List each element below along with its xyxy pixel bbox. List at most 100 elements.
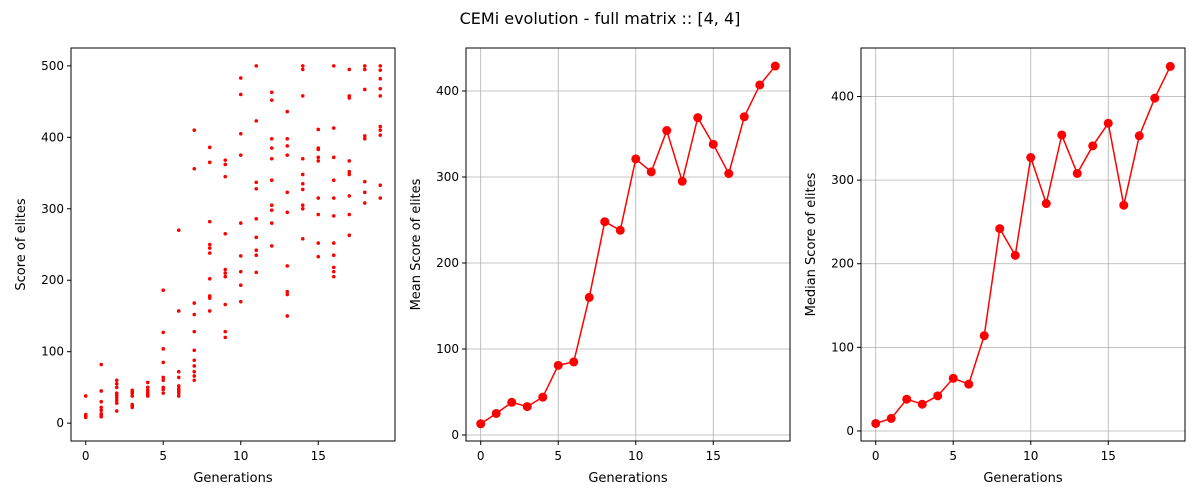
scatter-point xyxy=(145,388,150,393)
scatter-point xyxy=(316,155,321,160)
scatter-point xyxy=(192,358,197,363)
x-tick-label: 10 xyxy=(233,449,248,463)
series-marker xyxy=(1057,130,1067,140)
scatter-point xyxy=(378,128,383,132)
scatter-point xyxy=(207,160,212,165)
series-marker xyxy=(1041,199,1051,209)
scatter-point xyxy=(285,292,290,297)
y-axis-label: Score of elites xyxy=(14,198,29,291)
scatter-point xyxy=(238,92,243,97)
scatter-point xyxy=(114,401,119,405)
scatter-point xyxy=(238,299,243,304)
series-marker xyxy=(948,373,958,383)
scatter-point xyxy=(192,374,197,378)
scatter-point xyxy=(269,221,274,225)
scatter-point xyxy=(254,186,259,191)
scatter-point xyxy=(114,378,119,383)
series-marker xyxy=(615,225,625,235)
series-marker xyxy=(724,169,734,179)
scatter-point xyxy=(285,144,290,148)
scatter-point xyxy=(114,382,119,386)
scatter-point xyxy=(223,162,228,167)
series-marker xyxy=(693,113,703,123)
series-marker xyxy=(979,331,989,341)
scatter-point xyxy=(176,309,181,313)
y-tick-label: 400 xyxy=(436,84,459,98)
scatter-point xyxy=(207,246,212,250)
x-tick-label: 15 xyxy=(1101,449,1116,463)
scatter-point xyxy=(269,136,274,141)
axes-frame xyxy=(70,47,396,442)
series-marker xyxy=(871,418,881,428)
scatter-point xyxy=(300,206,305,211)
scatter-point xyxy=(161,385,166,390)
scatter-point xyxy=(238,269,243,274)
scatter-point xyxy=(347,67,352,72)
series-marker xyxy=(902,394,912,404)
scatter-point xyxy=(176,387,181,391)
scatter-point xyxy=(223,274,228,279)
scatter-point xyxy=(223,335,228,340)
y-tick-label: 200 xyxy=(436,256,459,270)
series-marker xyxy=(708,139,718,149)
series-marker xyxy=(1103,118,1113,128)
scatter-point xyxy=(176,384,181,388)
scatter-point xyxy=(378,133,383,137)
scatter-point xyxy=(331,253,336,258)
series-marker xyxy=(995,224,1005,234)
series-marker xyxy=(600,217,610,227)
scatter-point xyxy=(176,375,181,380)
scatter-point xyxy=(378,64,383,68)
scatter-point xyxy=(238,76,243,80)
x-axis-label: Generations xyxy=(983,471,1063,486)
scatter-point xyxy=(238,283,243,288)
scatter-point xyxy=(316,146,321,150)
series-marker xyxy=(886,413,896,423)
scatter-point xyxy=(285,153,290,157)
series-marker xyxy=(631,154,641,164)
scatter-point xyxy=(378,196,383,200)
scatter-point xyxy=(130,388,135,393)
scatter-point xyxy=(378,94,383,98)
x-tick-label: 0 xyxy=(82,449,90,463)
scatter-point xyxy=(114,391,119,395)
axes-frame xyxy=(465,47,791,442)
scatter-point xyxy=(254,180,259,185)
y-axis-label: Mean Score of elites xyxy=(409,178,424,310)
scatter-point xyxy=(223,231,228,236)
series-marker xyxy=(770,61,780,71)
y-tick-label: 400 xyxy=(831,89,854,103)
scatter-point xyxy=(130,402,135,407)
series-marker xyxy=(507,397,517,407)
y-tick-label: 0 xyxy=(451,428,459,442)
series-marker xyxy=(1072,168,1082,178)
scatter-point xyxy=(254,253,259,258)
scatter-point xyxy=(192,369,197,374)
scatter-point xyxy=(207,294,212,298)
scatter-point xyxy=(207,309,212,313)
scatter-point xyxy=(254,64,259,68)
scatter-point xyxy=(269,208,274,213)
scatter-point xyxy=(176,369,181,374)
scatter-point xyxy=(347,159,352,163)
x-tick-label: 5 xyxy=(949,449,957,463)
x-tick-label: 15 xyxy=(311,449,326,463)
x-tick-label: 5 xyxy=(554,449,562,463)
scatter-point xyxy=(238,221,243,225)
scatter-point xyxy=(223,158,228,162)
scatter-point xyxy=(161,288,166,293)
x-tick-label: 0 xyxy=(872,449,880,463)
y-tick-label: 0 xyxy=(56,416,64,430)
scatter-point xyxy=(362,136,367,141)
series-line xyxy=(480,65,776,425)
scatter-point xyxy=(269,178,274,182)
scatter-point xyxy=(207,251,212,255)
scatter-point xyxy=(269,146,274,150)
scatter-point xyxy=(316,127,321,132)
series-marker xyxy=(1134,131,1144,141)
scatter-point xyxy=(331,64,336,68)
series-marker xyxy=(677,176,687,186)
scatter-point xyxy=(300,181,305,186)
scatter-point xyxy=(99,412,104,416)
y-tick-label: 100 xyxy=(41,345,64,359)
